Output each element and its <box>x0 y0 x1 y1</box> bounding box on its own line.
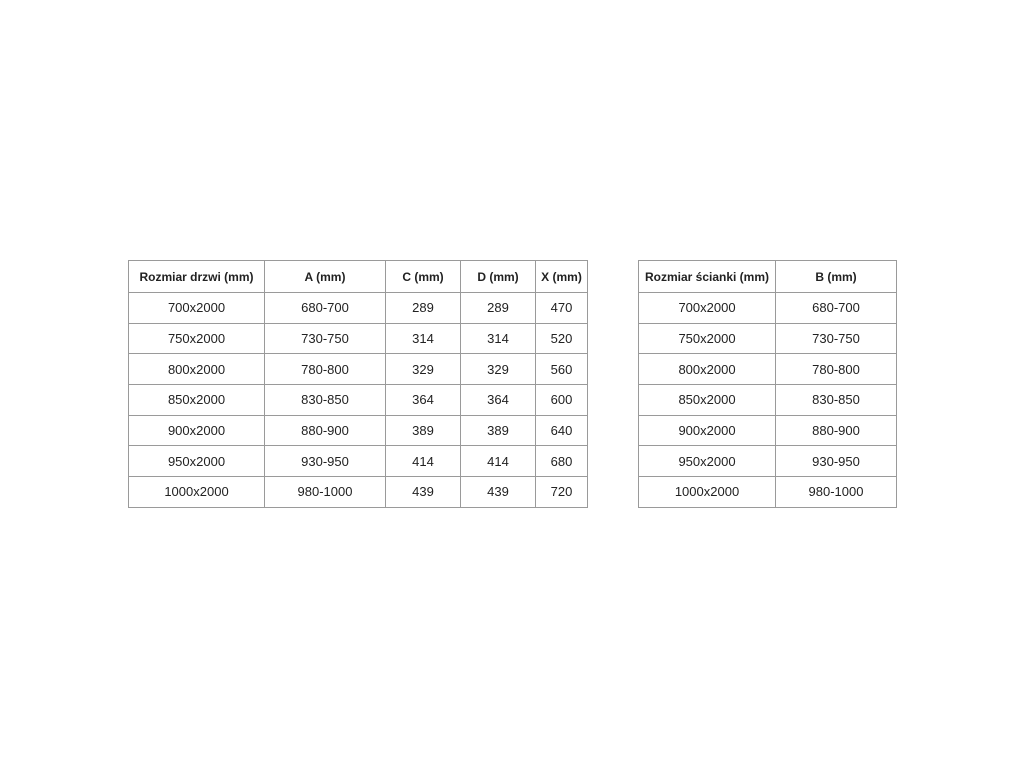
table-cell: 830-850 <box>775 384 897 416</box>
table-row: 1000x2000 980-1000 <box>638 476 897 508</box>
table-row: 900x2000 880-900 389 389 640 <box>128 414 588 447</box>
table-row: 800x2000 780-800 <box>638 353 897 386</box>
table-cell: 720 <box>535 476 588 508</box>
table-cell: 329 <box>460 353 536 386</box>
table-cell: 314 <box>385 322 461 355</box>
table-cell: 439 <box>385 476 461 508</box>
table-cell: 364 <box>460 384 536 416</box>
table-row: 750x2000 730-750 <box>638 322 897 355</box>
table-row: 850x2000 830-850 364 364 600 <box>128 384 588 416</box>
table-row: 700x2000 680-700 289 289 470 <box>128 292 588 324</box>
table-cell: 680-700 <box>775 292 897 324</box>
table-cell: 640 <box>535 414 588 447</box>
table-cell: 700x2000 <box>638 292 776 324</box>
table-cell: 880-900 <box>264 414 386 447</box>
table-row: 750x2000 730-750 314 314 520 <box>128 322 588 355</box>
table-cell: 680 <box>535 445 588 478</box>
table-row: 700x2000 680-700 <box>638 292 897 324</box>
table-cell: 780-800 <box>775 353 897 386</box>
table-cell: 730-750 <box>775 322 897 355</box>
column-header: B (mm) <box>775 260 897 293</box>
table-cell: 880-900 <box>775 414 897 447</box>
table-row: 950x2000 930-950 414 414 680 <box>128 445 588 478</box>
table-cell: 800x2000 <box>638 353 776 386</box>
door-size-table: Rozmiar drzwi (mm) A (mm) C (mm) D (mm) X (m… <box>128 260 588 508</box>
table-cell: 389 <box>385 414 461 447</box>
table-cell: 414 <box>385 445 461 478</box>
table-cell: 730-750 <box>264 322 386 355</box>
header-row: Rozmiar ścianki (mm) B (mm) <box>638 260 897 293</box>
column-header: C (mm) <box>385 260 461 293</box>
table-cell: 800x2000 <box>128 353 265 386</box>
table-cell: 560 <box>535 353 588 386</box>
table-cell: 850x2000 <box>128 384 265 416</box>
table-cell: 930-950 <box>264 445 386 478</box>
table-cell: 470 <box>535 292 588 324</box>
table-cell: 850x2000 <box>638 384 776 416</box>
column-header: A (mm) <box>264 260 386 293</box>
table-cell: 830-850 <box>264 384 386 416</box>
table-cell: 329 <box>385 353 461 386</box>
table-row: 950x2000 930-950 <box>638 445 897 478</box>
column-header: X (mm) <box>535 260 588 293</box>
table-row: 800x2000 780-800 329 329 560 <box>128 353 588 386</box>
table-cell: 289 <box>460 292 536 324</box>
table-cell: 930-950 <box>775 445 897 478</box>
table-cell: 680-700 <box>264 292 386 324</box>
table-cell: 314 <box>460 322 536 355</box>
table-cell: 950x2000 <box>638 445 776 478</box>
column-header: Rozmiar drzwi (mm) <box>128 260 265 293</box>
table-cell: 520 <box>535 322 588 355</box>
table-cell: 900x2000 <box>638 414 776 447</box>
table-cell: 600 <box>535 384 588 416</box>
table-cell: 780-800 <box>264 353 386 386</box>
table-cell: 900x2000 <box>128 414 265 447</box>
table-cell: 1000x2000 <box>128 476 265 508</box>
table-row: 850x2000 830-850 <box>638 384 897 416</box>
table-cell: 364 <box>385 384 461 416</box>
table-cell: 700x2000 <box>128 292 265 324</box>
table-cell: 750x2000 <box>638 322 776 355</box>
column-header: Rozmiar ścianki (mm) <box>638 260 776 293</box>
table-row: 1000x2000 980-1000 439 439 720 <box>128 476 588 508</box>
table-cell: 289 <box>385 292 461 324</box>
header-row: Rozmiar drzwi (mm) A (mm) C (mm) D (mm) X (m… <box>128 260 588 293</box>
table-cell: 980-1000 <box>264 476 386 508</box>
table-cell: 389 <box>460 414 536 447</box>
table-row: 900x2000 880-900 <box>638 414 897 447</box>
panel-size-table: Rozmiar ścianki (mm) B (mm) 700x2000 680-7… <box>638 260 897 508</box>
table-cell: 414 <box>460 445 536 478</box>
column-header: D (mm) <box>460 260 536 293</box>
table-cell: 439 <box>460 476 536 508</box>
table-cell: 950x2000 <box>128 445 265 478</box>
table-cell: 750x2000 <box>128 322 265 355</box>
table-cell: 1000x2000 <box>638 476 776 508</box>
table-cell: 980-1000 <box>775 476 897 508</box>
